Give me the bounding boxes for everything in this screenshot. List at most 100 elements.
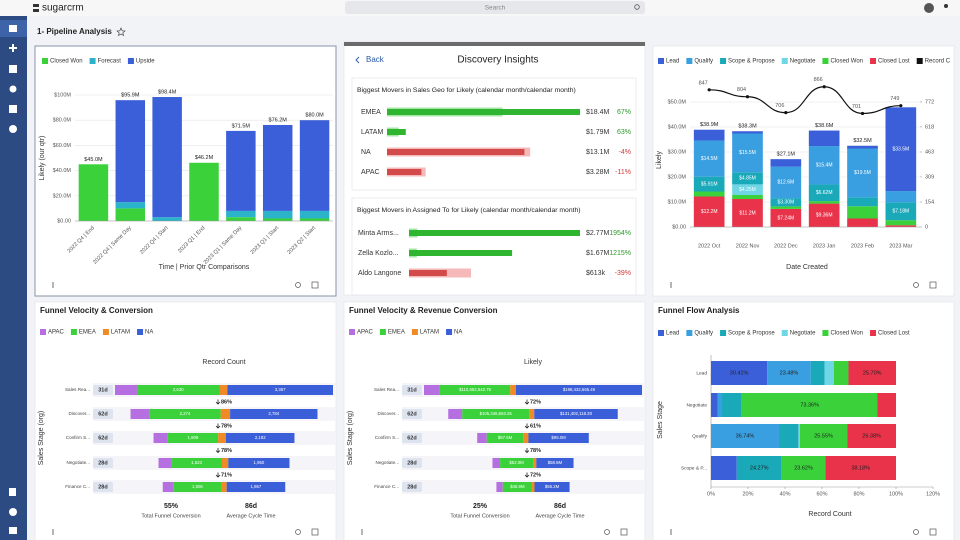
funnel-value-label: $55.2M <box>545 484 560 489</box>
back-icon[interactable] <box>355 56 360 64</box>
toolbar-icon[interactable] <box>929 528 937 536</box>
legend-swatch <box>70 329 77 335</box>
menu-dot[interactable] <box>52 529 54 531</box>
stage-label: Discover... <box>69 411 90 416</box>
y-tick-label: $40.0M <box>668 124 687 130</box>
icon-add-bar <box>9 47 17 49</box>
funnel-segment <box>173 482 222 492</box>
sidebar-icons <box>9 25 17 534</box>
bar-segment <box>770 159 802 167</box>
icon-doc[interactable] <box>9 488 16 496</box>
conversion-label: 86% <box>221 399 232 405</box>
toolbar-icon[interactable] <box>620 528 628 536</box>
funnel-value-label: $45.9M <box>510 484 525 489</box>
row-value: $1.79M <box>586 129 610 136</box>
bar-segment <box>299 218 330 221</box>
settings-icon[interactable] <box>913 282 919 288</box>
icon-calendar[interactable] <box>9 105 17 113</box>
menu-dot[interactable] <box>361 529 363 531</box>
menu-dot[interactable] <box>670 529 672 531</box>
days-badge <box>93 482 113 492</box>
days-badge <box>402 482 422 492</box>
bar-segment <box>825 456 896 480</box>
y-tick-label: Qualify <box>692 433 708 439</box>
bar-value-label: 30.41% <box>730 370 749 376</box>
bar-segment <box>770 166 802 199</box>
bar-total-label: $71.5M <box>232 123 251 129</box>
user-menu[interactable] <box>944 4 948 8</box>
days-label: 28d <box>407 484 416 490</box>
bar-value-label: 23.62% <box>794 465 813 471</box>
back-link[interactable]: Back <box>366 55 385 64</box>
stat-caption: Total Funnel Conversion <box>141 513 200 519</box>
icon-contacts[interactable] <box>9 85 17 93</box>
conversion-arrow <box>215 448 221 454</box>
notifications[interactable] <box>924 3 934 13</box>
bar-segment <box>736 456 782 480</box>
days-badge <box>93 385 113 395</box>
legend-swatch <box>781 330 788 336</box>
settings-icon[interactable] <box>295 282 301 288</box>
days-badge <box>402 458 422 468</box>
legend-label: Forecast <box>98 59 122 65</box>
stage-label: Discover... <box>378 411 399 416</box>
conversion-label: 71% <box>221 472 232 478</box>
bar-value-label: $4.25M <box>739 187 756 193</box>
bar-segment <box>732 184 763 195</box>
legend-swatch <box>686 330 693 336</box>
bar-value-label: $19.5M <box>854 170 871 176</box>
legend-swatch <box>102 329 109 335</box>
icon-reports[interactable] <box>9 125 17 133</box>
icon-layers[interactable] <box>9 527 17 534</box>
x-axis-title: Time | Prior Qtr Comparisons <box>159 264 250 271</box>
legend-label: NA <box>454 330 462 336</box>
bar-segment <box>810 361 825 385</box>
menu-dot[interactable] <box>52 282 54 284</box>
funnel-segment <box>226 482 286 492</box>
legend-label: Upside <box>136 59 155 65</box>
toolbar-icon[interactable] <box>311 528 319 536</box>
legend-label: Scope & Propose <box>728 331 775 337</box>
legend-label: EMEA <box>388 330 405 336</box>
settings-icon[interactable] <box>913 529 919 535</box>
x-axis-title: Date Created <box>786 264 828 271</box>
axis-title: Sales Stage (org) <box>38 411 45 465</box>
icon-help[interactable] <box>9 508 17 516</box>
bar-segment <box>885 225 917 227</box>
bar-segment <box>299 210 330 219</box>
legend-swatch <box>89 58 96 64</box>
legend-swatch <box>42 58 48 64</box>
settings-icon[interactable] <box>604 529 610 535</box>
bar-segment <box>115 202 146 209</box>
toolbar-icon[interactable] <box>311 281 319 289</box>
funnel-segment <box>448 409 463 419</box>
funnel-value-label: 3,367 <box>275 387 286 392</box>
settings-icon[interactable] <box>295 529 301 535</box>
current-bar <box>387 109 580 115</box>
axis-title: Likely <box>656 151 663 169</box>
funnel-value-label: 2,784 <box>268 411 279 416</box>
days-label: 28d <box>98 460 107 466</box>
bar-value-label: $5.91M <box>701 181 718 187</box>
favorite-star[interactable] <box>116 27 126 37</box>
bar-segment <box>717 393 722 417</box>
funnel-segment <box>171 458 223 468</box>
bar-segment <box>848 361 896 385</box>
funnel-value-label: 1,623 <box>191 460 202 465</box>
icon-list[interactable] <box>9 65 17 73</box>
search-box[interactable] <box>345 1 645 14</box>
funnel-segment <box>424 385 440 395</box>
bar-total-label: $46.2M <box>195 155 214 161</box>
menu-dot[interactable] <box>670 282 672 284</box>
days-badge <box>402 385 422 395</box>
menu-dot <box>52 533 54 535</box>
icon-home[interactable] <box>9 25 17 32</box>
bar-value-label: $33.5M <box>892 147 909 153</box>
y2-tick-label: 463 <box>925 149 934 155</box>
bar-segment <box>711 361 768 385</box>
toolbar-icon[interactable] <box>929 281 937 289</box>
menu-dot <box>670 284 672 286</box>
bar-segment <box>189 162 219 221</box>
search-icon <box>634 4 640 10</box>
funnel-value-label: $105,346,663.25 <box>480 411 513 416</box>
